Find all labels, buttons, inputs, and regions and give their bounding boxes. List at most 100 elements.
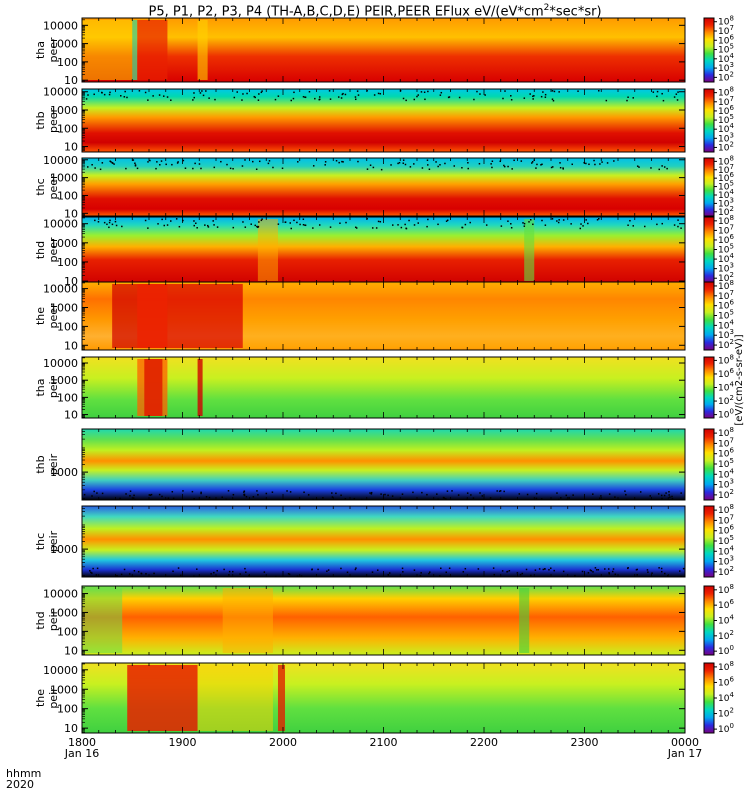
- panel-noise-thb-peer: [208, 97, 210, 99]
- panel-noise-thc-peer: [402, 159, 405, 161]
- panel-noise-thb-peir: [663, 494, 666, 497]
- panel-noise-thc-peir: [244, 567, 246, 570]
- panel-noise-thb-peer: [420, 91, 423, 93]
- panel-feature-tha-peer-3: [197, 20, 208, 80]
- panel-noise-thd-peer: [106, 223, 108, 226]
- x-date-label: Jan 16: [64, 747, 99, 760]
- colorbar-thc-peir: [703, 505, 715, 578]
- panel-noise-thc-peir: [544, 568, 546, 570]
- panel-noise-thb-peer: [413, 98, 416, 101]
- panel-noise-thc-peer: [155, 167, 157, 170]
- y-tick-label-tha-peir: 10: [64, 409, 78, 422]
- panel-noise-thc-peir: [667, 575, 669, 577]
- y-tick-label-thc-peer: 1000: [50, 172, 78, 185]
- panel-noise-thb-peer: [108, 93, 111, 96]
- panel-noise-thb-peer: [340, 97, 343, 99]
- panel-spectrogram-thd-peir: [82, 586, 685, 655]
- panel-noise-thb-peer: [675, 93, 678, 95]
- panel-noise-thb-peir: [489, 497, 492, 499]
- panel-noise-thc-peer: [268, 160, 271, 162]
- panel-noise-thb-peer: [193, 96, 195, 99]
- panel-noise-thd-peer: [289, 222, 291, 224]
- panel-noise-thd-peer: [673, 224, 676, 226]
- panel-noise-thb-peir: [535, 497, 538, 500]
- colorbar-tha-peer: [703, 17, 715, 83]
- panel-noise-thc-peer: [593, 159, 595, 162]
- panel-noise-thd-peer: [108, 226, 110, 229]
- panel-noise-thd-peer: [570, 223, 572, 225]
- panel-noise-thc-peer: [585, 162, 587, 165]
- panel-noise-thb-peer: [274, 98, 277, 101]
- panel-noise-thd-peer: [437, 223, 439, 226]
- panel-noise-thb-peer: [458, 96, 461, 99]
- panel-feature-tha-peer-1: [132, 20, 138, 80]
- panel-noise-thc-peir: [311, 568, 313, 571]
- panel-noise-thb-peer: [354, 98, 357, 101]
- panel-noise-thb-peir: [93, 490, 95, 493]
- panel-noise-thc-peir: [635, 569, 638, 571]
- panel-noise-thb-peir: [129, 495, 131, 497]
- panel-noise-thb-peer: [439, 94, 442, 96]
- panel-noise-thb-peir: [499, 490, 502, 492]
- panel-noise-thc-peer: [503, 164, 505, 167]
- panel-noise-thd-peer: [115, 224, 118, 227]
- panel-noise-thc-peir: [180, 574, 182, 577]
- panel-noise-thb-peer: [673, 96, 676, 98]
- panel-noise-thd-peer: [507, 220, 509, 222]
- panel-noise-thb-peir: [599, 497, 601, 499]
- panel-noise-thc-peir: [317, 568, 319, 571]
- y-tick-label-thd-peir: 10000: [43, 588, 78, 601]
- panel-noise-thc-peir: [402, 571, 404, 573]
- panel-noise-thb-peir: [624, 490, 626, 492]
- panel-noise-thb-peir: [518, 493, 521, 495]
- y-tick-label-tha-peer: 100: [57, 56, 78, 69]
- panel-noise-thd-peer: [244, 226, 247, 228]
- panel-feature-the-peir-1: [197, 665, 273, 731]
- panel-noise-thb-peir: [286, 490, 288, 492]
- panel-noise-thb-peir: [257, 494, 259, 496]
- panel-noise-thb-peer: [532, 95, 534, 98]
- y-tick-label-tha-peir: 100: [57, 391, 78, 404]
- panel-noise-thc-peer: [176, 162, 179, 164]
- panel-noise-thc-peer: [551, 166, 554, 168]
- colorbar-tick-label-the-peir: 100: [718, 722, 734, 735]
- panel-noise-thb-peir: [370, 491, 373, 494]
- panel-noise-thb-peer: [417, 94, 420, 96]
- panel-noise-thc-peir: [96, 567, 99, 570]
- panel-noise-thb-peer: [242, 93, 244, 95]
- panel-noise-thd-peer: [329, 226, 332, 228]
- panel-noise-thc-peer: [192, 167, 194, 170]
- panel-noise-thb-peir: [256, 490, 258, 492]
- panel-noise-thb-peer: [476, 90, 478, 93]
- panel-spectrogram-tha-peer: [82, 18, 685, 82]
- panel-noise-thd-peer: [585, 219, 587, 221]
- panel-noise-thb-peir: [193, 498, 195, 500]
- panel-noise-thb-peer: [533, 95, 535, 97]
- panel-noise-thb-peir: [307, 494, 310, 496]
- panel-noise-thd-peer: [166, 224, 169, 226]
- panel-noise-thd-peer: [371, 227, 374, 229]
- colorbar-tick-label-thd-peir: 106: [718, 598, 734, 611]
- panel-noise-thc-peer: [663, 166, 666, 168]
- panel-noise-thc-peir: [492, 567, 495, 569]
- panel-noise-thc-peir: [288, 573, 291, 576]
- panel-noise-thc-peer: [507, 165, 509, 168]
- panel-noise-thc-peer: [404, 163, 407, 166]
- y-tick-label-tha-peir: 1000: [50, 374, 78, 387]
- panel-noise-thb-peir: [470, 494, 472, 496]
- panel-noise-thc-peer: [413, 163, 415, 165]
- panel-noise-thd-peer: [427, 218, 429, 221]
- panel-noise-thd-peer: [629, 219, 631, 222]
- panel-noise-thb-peir: [265, 492, 268, 495]
- panel-noise-thb-peer: [344, 93, 347, 96]
- panel-noise-thb-peir: [225, 498, 227, 501]
- panel-noise-thb-peir: [243, 490, 246, 492]
- panel-noise-thc-peer: [402, 162, 405, 164]
- panel-noise-thb-peir: [556, 492, 558, 494]
- panel-noise-thb-peer: [405, 99, 407, 102]
- x-tick-label: 2200: [470, 736, 498, 749]
- panel-noise-thc-peer: [540, 164, 542, 166]
- panel-noise-thc-peer: [213, 166, 216, 169]
